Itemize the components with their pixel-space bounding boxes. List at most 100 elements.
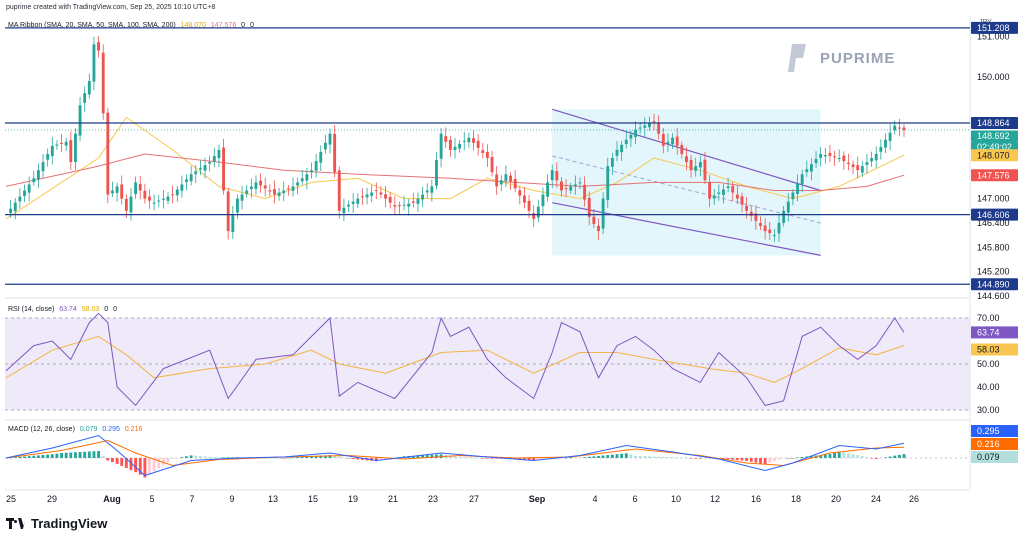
candle — [717, 184, 721, 201]
candle — [87, 73, 91, 99]
macd-hist-bar — [638, 455, 642, 458]
candle — [481, 142, 485, 159]
candle-body — [78, 105, 82, 136]
candle — [759, 216, 762, 231]
candle — [411, 192, 415, 208]
candle — [754, 205, 758, 230]
macd-hist-bar — [722, 458, 725, 459]
candle-body — [722, 189, 725, 195]
time-tick-label: 5 — [149, 494, 154, 504]
candle — [78, 97, 82, 141]
candle — [462, 131, 466, 151]
macd-hist-bar — [796, 457, 799, 459]
candle — [865, 153, 869, 174]
macd-hist-bar — [180, 457, 184, 458]
macd-hist-bar — [573, 457, 577, 459]
candle — [444, 127, 448, 149]
candle-body — [208, 162, 212, 164]
macd-hist-bar — [87, 451, 91, 458]
candle — [786, 192, 790, 222]
candle — [504, 165, 508, 188]
candle — [629, 130, 633, 147]
candle — [888, 124, 892, 150]
candle-body — [754, 213, 758, 221]
candle — [240, 185, 244, 210]
candle-body — [97, 42, 101, 51]
macd-hist-bar — [897, 454, 901, 458]
macd-hist-bar — [740, 458, 744, 461]
macd-hist-bar — [763, 458, 767, 465]
macd-hist-bar — [569, 457, 573, 459]
candle — [41, 153, 45, 178]
candle — [657, 115, 661, 140]
candle — [541, 187, 545, 216]
macd-name: MACD (12, 26, close) — [8, 426, 75, 433]
macd-hist-bar — [356, 458, 360, 460]
candle — [578, 177, 582, 190]
macd-hist-bar — [425, 455, 429, 458]
candle-body — [587, 197, 591, 217]
candle — [652, 113, 656, 131]
macd-hist-bar — [36, 455, 40, 458]
candle — [171, 185, 175, 204]
horizontal-levels — [5, 27, 970, 285]
candle-body — [152, 202, 156, 204]
candle-body — [745, 205, 749, 211]
candle-body — [134, 182, 138, 195]
candle — [597, 218, 600, 240]
price-tick-label: 147.000 — [977, 194, 1010, 204]
candle-body — [819, 153, 823, 158]
candle — [379, 186, 383, 199]
candle — [384, 185, 388, 208]
macd-hist-bar — [661, 456, 665, 458]
price-tick-label: 145.800 — [977, 242, 1010, 252]
macd-hist-bar — [620, 453, 624, 458]
candle-body — [777, 222, 781, 234]
indicator-value-4: 0 — [250, 22, 254, 29]
candle-body — [198, 168, 202, 170]
rsi-extra-2: 0 — [113, 306, 117, 313]
macd-badge-text: 0.079 — [977, 452, 1000, 462]
price-label-box — [971, 21, 1018, 34]
macd-hist-bar — [333, 455, 337, 458]
macd-hist-bar — [323, 455, 327, 458]
macd-hist-bar — [879, 458, 883, 459]
candle — [393, 196, 397, 215]
candle — [69, 131, 73, 170]
candle-body — [708, 182, 712, 199]
candle-body — [495, 174, 499, 187]
candle — [698, 155, 702, 177]
candle — [259, 173, 263, 193]
candle — [763, 218, 767, 240]
candle — [620, 141, 624, 162]
candle — [666, 133, 670, 152]
macd-hist-bar — [671, 457, 674, 458]
candle — [310, 162, 313, 179]
puprime-logo-icon — [786, 42, 808, 74]
candle — [532, 205, 536, 228]
candle-body — [106, 112, 110, 195]
macd-hist-bar — [416, 455, 420, 458]
candle-body — [573, 184, 577, 187]
macd-hist-bar — [106, 458, 110, 461]
rsi-tick-label: 30.00 — [977, 405, 1000, 415]
candle-body — [823, 154, 827, 157]
candle-body — [897, 127, 901, 129]
candle-body — [439, 133, 443, 159]
candle-body — [245, 190, 249, 195]
macd-hist-bar — [32, 455, 36, 458]
candle — [32, 171, 36, 186]
candle-body — [791, 192, 795, 200]
candle — [97, 35, 101, 58]
macd-hist-bar — [185, 456, 188, 458]
candle-body — [300, 178, 304, 182]
candle — [592, 209, 596, 229]
candle-body — [259, 180, 263, 186]
candle-body — [809, 164, 813, 172]
candle-body — [277, 192, 281, 196]
price-tick-label: 144.600 — [977, 291, 1010, 301]
candles — [9, 35, 906, 242]
time-tick-label: 9 — [229, 494, 234, 504]
macd-hist-bar — [694, 458, 698, 459]
candle — [615, 141, 619, 162]
